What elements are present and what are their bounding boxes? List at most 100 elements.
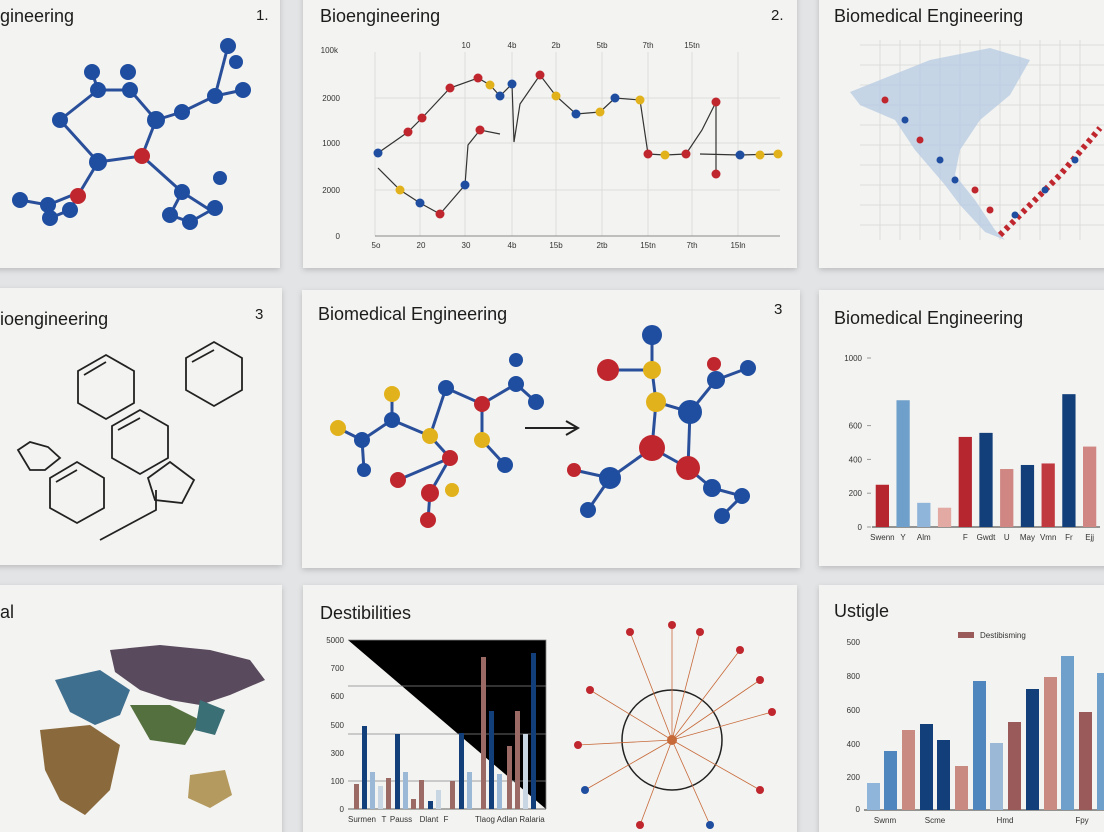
y-label: 1000	[322, 139, 340, 148]
x-label: 2tb	[596, 241, 608, 250]
x-label: 7th	[686, 241, 697, 250]
grid	[374, 52, 780, 237]
x-label: Pauss	[390, 815, 412, 824]
x-tick-label: Fr	[1065, 533, 1073, 542]
x-label: T	[382, 815, 387, 824]
y-tick-label: 400	[849, 455, 863, 464]
x-label: Hmd	[997, 816, 1014, 825]
card-title: Bioengineering	[320, 6, 440, 26]
network	[574, 621, 776, 829]
card-title: Destibilities	[320, 603, 411, 623]
legend-label: Destibisming	[980, 631, 1026, 640]
atoms	[12, 38, 251, 230]
x-tick-label: Ejj	[1085, 533, 1094, 542]
x-label: Swnm	[874, 816, 897, 825]
route	[997, 126, 1103, 238]
x-label: 15tn	[640, 241, 656, 250]
y-label: 0	[336, 232, 341, 241]
x-label: Tlaog	[475, 815, 495, 824]
card	[303, 585, 797, 832]
legend-swatch	[958, 632, 974, 638]
y-label: 2000	[322, 186, 340, 195]
x-tick-label: F	[963, 533, 968, 542]
y-label: 100	[331, 777, 345, 786]
y-label: 100k	[321, 46, 339, 55]
x-label: 5o	[372, 241, 381, 250]
card	[303, 0, 797, 268]
y-label: 800	[847, 672, 861, 681]
bar	[875, 484, 889, 527]
y-tick-label: 0	[858, 523, 863, 532]
bar	[1000, 469, 1014, 527]
bar	[917, 502, 931, 527]
y-label: 500	[331, 721, 345, 730]
x-label: F	[444, 815, 449, 824]
molecule-atoms	[330, 325, 756, 528]
x-tick-label: Y	[900, 533, 906, 542]
x-label: 5tb	[596, 41, 608, 50]
card-title: al	[0, 602, 14, 622]
arrow	[525, 420, 580, 436]
bar	[1041, 463, 1055, 527]
world-map	[40, 645, 265, 815]
map-dots	[881, 96, 1079, 219]
bar	[958, 436, 972, 527]
x-label: 15b	[549, 241, 563, 250]
bar	[937, 507, 952, 527]
bars-illustrative	[354, 653, 536, 809]
x-tick-label: Vmn	[1040, 533, 1056, 542]
card-number: 2.	[771, 7, 784, 24]
card-number: 3	[774, 301, 782, 318]
y-label: 300	[331, 749, 345, 758]
card-title: Ustigle	[834, 601, 889, 621]
card-title: Biomedical Engineering	[318, 304, 507, 324]
landmass	[850, 48, 1030, 240]
y-label: 600	[847, 706, 861, 715]
x-label: 4b	[508, 41, 517, 50]
y-label: 600	[331, 692, 345, 701]
points	[373, 70, 783, 219]
bar	[1083, 446, 1097, 527]
x-label: Adlan	[497, 815, 517, 824]
card	[0, 288, 282, 565]
bar	[1020, 464, 1035, 527]
y-label: 700	[331, 664, 345, 673]
bar	[979, 432, 993, 527]
x-label: 2b	[552, 41, 561, 50]
x-label: 30	[462, 241, 471, 250]
x-tick-label: Alm	[917, 533, 931, 542]
card-number: 1.	[256, 7, 269, 24]
x-label: Surmen	[348, 815, 376, 824]
y-tick-label: 600	[849, 422, 863, 431]
card-number: 3	[255, 306, 263, 323]
bars-illustrative	[867, 656, 1104, 810]
x-label: Ralaria	[519, 815, 545, 824]
x-tick-label: Gwdt	[977, 533, 996, 542]
card	[0, 0, 280, 268]
card-title: Biomedical Engineering	[834, 6, 1023, 26]
x-tick-label: Swenn	[870, 533, 894, 542]
x-label: 20	[417, 241, 426, 250]
y-label: 200	[847, 773, 861, 782]
x-label: 4b	[508, 241, 517, 250]
y-label: 0	[856, 805, 861, 814]
x-label: 7th	[642, 41, 653, 50]
x-label: 15ln	[730, 241, 745, 250]
y-label: 500	[847, 638, 861, 647]
bar-chart: 0 200 400 600 1000 Swenn Y Alm F Gwdt U May Vmn Fr Ejj	[844, 354, 1100, 542]
card-title: Biomedical Engineering	[834, 308, 1023, 328]
y-label: 2000	[322, 94, 340, 103]
x-label: Scme	[925, 816, 946, 825]
bar	[896, 400, 910, 527]
y-label: 400	[847, 740, 861, 749]
y-tick-label: 1000	[844, 354, 862, 363]
x-tick-label: U	[1004, 533, 1010, 542]
card-title: ioengineering	[0, 309, 108, 329]
y-tick-label: 200	[849, 489, 863, 498]
x-label: 15tn	[684, 41, 700, 50]
bar	[1062, 394, 1076, 527]
x-label: Fpy	[1075, 816, 1088, 825]
ring-structures	[16, 340, 243, 541]
x-tick-label: May	[1020, 533, 1035, 542]
